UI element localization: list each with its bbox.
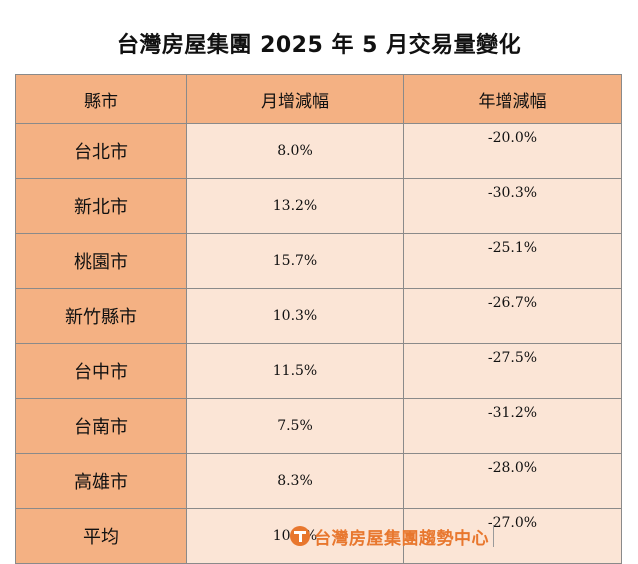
table-row: 台中市 11.5% -27.5% [15,343,622,399]
yearly-change-cell: -26.7% [403,288,622,344]
yearly-change-cell: -25.1% [403,233,622,289]
city-cell: 平均 [15,508,187,564]
table-row: 新竹縣市 10.3% -26.7% [15,288,622,344]
logo-text: 台灣房屋集團趨勢中心 [314,528,489,549]
header-city: 縣市 [15,74,187,124]
monthly-change-cell: 10.3% [186,288,404,344]
table-row: 台北市 8.0% -20.0% [15,123,622,179]
table-row: 桃園市 15.7% -25.1% [15,233,622,289]
city-cell: 台北市 [15,123,187,179]
header-monthly-change: 月增減幅 [186,74,404,124]
yearly-change-cell: -28.0% [403,453,622,509]
monthly-change-cell: 7.5% [186,398,404,454]
table-row-average: 平均 10.6% -27.0% [15,508,622,564]
monthly-change-cell: 11.5% [186,343,404,399]
yearly-change-cell: -20.0% [403,123,622,179]
table-row: 新北市 13.2% -30.3% [15,178,622,234]
city-cell: 新竹縣市 [15,288,187,344]
city-cell: 台南市 [15,398,187,454]
monthly-change-cell: 13.2% [186,178,404,234]
city-cell: 台中市 [15,343,187,399]
city-cell: 桃園市 [15,233,187,289]
transaction-change-table: 縣市 月增減幅 年增減幅 台北市 8.0% -20.0% 新北市 13.2% -… [15,74,622,564]
city-cell: 新北市 [15,178,187,234]
yearly-change-cell: -31.2% [403,398,622,454]
monthly-change-cell: 8.0% [186,123,404,179]
table-row: 高雄市 8.3% -28.0% [15,453,622,509]
table-row: 台南市 7.5% -31.2% [15,398,622,454]
city-cell: 高雄市 [15,453,187,509]
table-header-row: 縣市 月增減幅 年增減幅 [15,74,622,124]
monthly-change-cell: 15.7% [186,233,404,289]
taiwan-realty-logo-icon [290,526,310,546]
logo-divider [493,525,494,547]
footer-logo: 台灣房屋集團趨勢中心 [290,524,494,549]
header-yearly-change: 年增減幅 [403,74,622,124]
yearly-change-cell: -27.5% [403,343,622,399]
monthly-change-cell: 8.3% [186,453,404,509]
yearly-change-cell: -30.3% [403,178,622,234]
page-title: 台灣房屋集團 2025 年 5 月交易量變化 [116,33,522,58]
